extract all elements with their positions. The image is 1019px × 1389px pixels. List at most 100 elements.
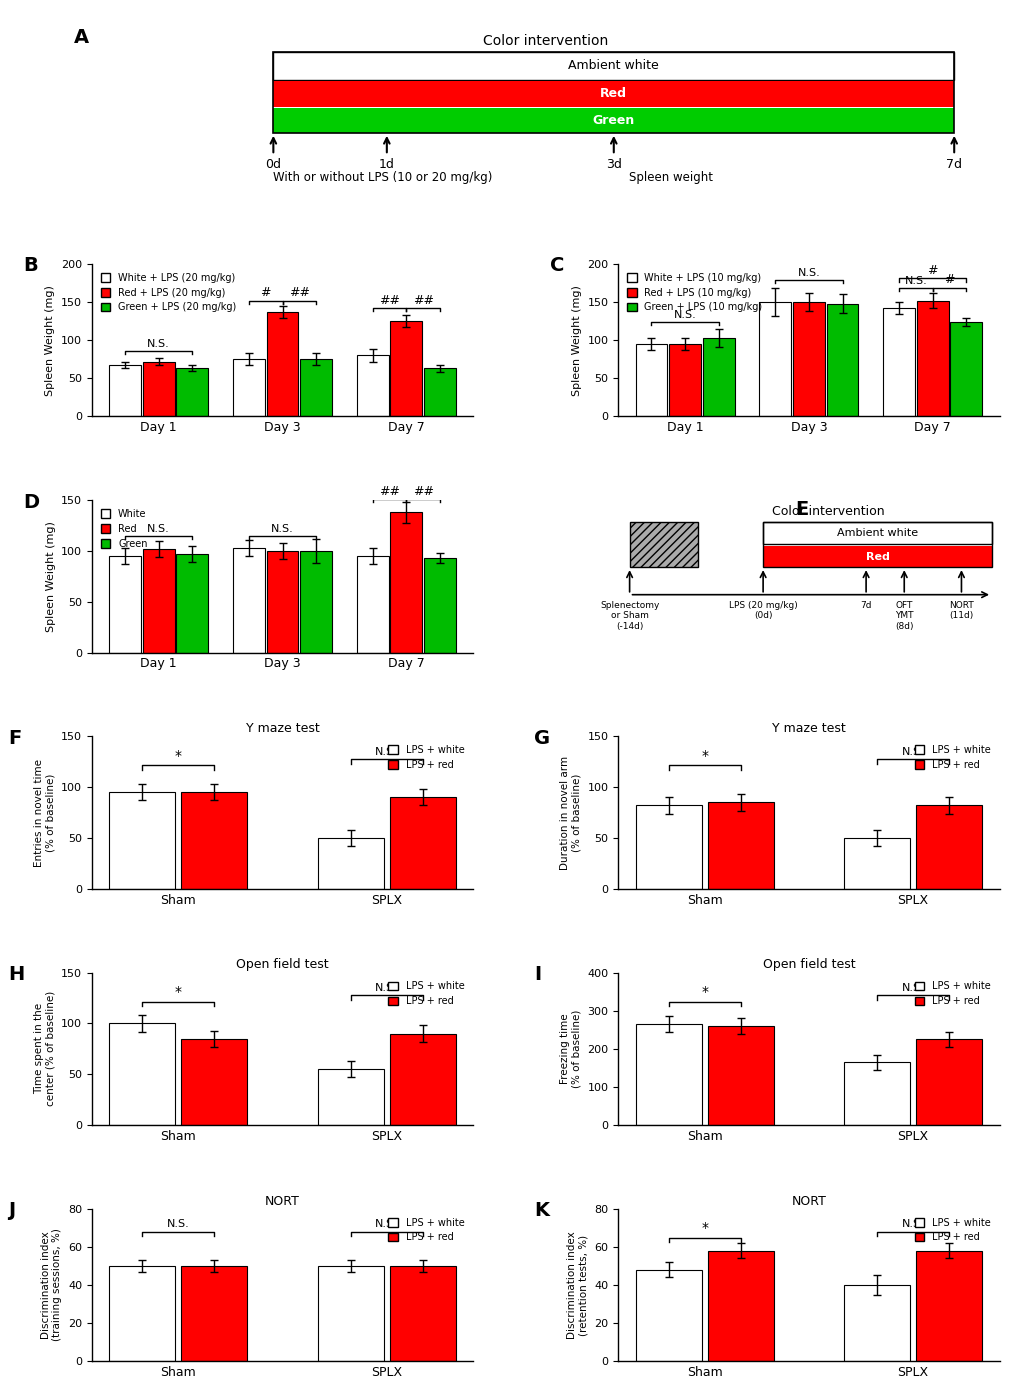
Text: Spleen weight: Spleen weight <box>628 171 712 183</box>
Bar <box>702 338 734 417</box>
Text: ##: ## <box>379 293 399 307</box>
Text: N.S.: N.S. <box>167 1220 190 1229</box>
Bar <box>843 1063 909 1125</box>
Bar <box>109 1265 175 1361</box>
Bar <box>109 792 175 889</box>
Legend: LPS + white, LPS + red: LPS + white, LPS + red <box>384 742 468 774</box>
Bar <box>143 549 174 653</box>
Bar <box>273 53 954 79</box>
Bar <box>707 803 773 889</box>
Text: NORT
(11d): NORT (11d) <box>948 601 973 619</box>
Bar <box>950 322 981 417</box>
Text: A: A <box>73 28 89 47</box>
Title: Open field test: Open field test <box>762 958 854 971</box>
Text: #: # <box>260 286 271 299</box>
Legend: LPS + white, LPS + red: LPS + white, LPS + red <box>384 1214 468 1246</box>
Text: E: E <box>795 500 808 519</box>
Text: I: I <box>534 965 541 983</box>
Text: With or without LPS (10 or 20 mg/kg): With or without LPS (10 or 20 mg/kg) <box>273 171 492 183</box>
Text: *: * <box>700 985 707 999</box>
Bar <box>176 554 208 653</box>
Bar <box>232 360 265 417</box>
Text: 7d: 7d <box>946 158 961 171</box>
Text: J: J <box>8 1201 15 1220</box>
Bar <box>635 1024 701 1125</box>
Legend: White + LPS (10 mg/kg), Red + LPS (10 mg/kg), Green + LPS (10 mg/kg): White + LPS (10 mg/kg), Red + LPS (10 mg… <box>623 269 765 317</box>
Bar <box>317 1070 383 1125</box>
Y-axis label: Discrimination index
(retention tests, %): Discrimination index (retention tests, %… <box>567 1231 588 1339</box>
Text: N.S.: N.S. <box>901 1220 923 1229</box>
Text: Ambient white: Ambient white <box>837 528 917 538</box>
Text: Red: Red <box>865 551 889 561</box>
Bar <box>317 1265 383 1361</box>
Legend: LPS + white, LPS + red: LPS + white, LPS + red <box>910 742 994 774</box>
Text: N.S.: N.S. <box>147 339 170 349</box>
Y-axis label: Duration in novel arm
(% of baseline): Duration in novel arm (% of baseline) <box>559 756 581 870</box>
Bar <box>109 364 141 417</box>
Text: ##: ## <box>379 485 399 497</box>
Bar <box>390 513 422 653</box>
Text: *: * <box>174 985 181 999</box>
Bar <box>273 53 954 133</box>
Bar <box>389 797 455 889</box>
Title: NORT: NORT <box>791 1195 825 1207</box>
Text: N.S.: N.S. <box>901 983 923 993</box>
Bar <box>882 308 914 417</box>
Bar <box>300 551 332 653</box>
Y-axis label: Discrimination index
(training sessions, %): Discrimination index (training sessions,… <box>41 1229 62 1342</box>
Bar <box>843 838 909 889</box>
Text: LPS (20 mg/kg)
(0d): LPS (20 mg/kg) (0d) <box>728 601 797 619</box>
Y-axis label: Spleen Weight (mg): Spleen Weight (mg) <box>46 521 55 632</box>
Text: Red: Red <box>600 88 627 100</box>
Text: *: * <box>174 749 181 763</box>
Legend: LPS + white, LPS + red: LPS + white, LPS + red <box>910 978 994 1010</box>
Bar <box>762 521 991 544</box>
Text: 7d: 7d <box>859 601 871 610</box>
Text: #: # <box>944 274 954 286</box>
Legend: LPS + white, LPS + red: LPS + white, LPS + red <box>910 1214 994 1246</box>
Bar <box>707 1026 773 1125</box>
Bar <box>232 547 265 653</box>
Y-axis label: Spleen Weight (mg): Spleen Weight (mg) <box>46 285 55 396</box>
Text: N.S.: N.S. <box>797 268 819 278</box>
Bar <box>424 368 455 417</box>
Legend: White, Red, Green: White, Red, Green <box>97 506 151 553</box>
Bar <box>300 360 332 417</box>
Title: Y maze test: Y maze test <box>246 722 319 735</box>
Title: NORT: NORT <box>265 1195 300 1207</box>
Y-axis label: Time spent in the
center (% of baseline): Time spent in the center (% of baseline) <box>34 992 55 1107</box>
Bar <box>915 806 981 889</box>
Bar <box>825 304 858 417</box>
Bar <box>357 356 388 417</box>
Bar <box>317 838 383 889</box>
Text: N.S.: N.S. <box>271 524 293 535</box>
Bar <box>389 1265 455 1361</box>
Legend: White + LPS (20 mg/kg), Red + LPS (20 mg/kg), Green + LPS (20 mg/kg): White + LPS (20 mg/kg), Red + LPS (20 mg… <box>97 269 239 317</box>
Bar <box>915 1039 981 1125</box>
Text: ##: ## <box>413 293 433 307</box>
Text: Color intervention: Color intervention <box>771 504 883 518</box>
Y-axis label: Spleen Weight (mg): Spleen Weight (mg) <box>572 285 581 396</box>
Bar <box>635 1270 701 1361</box>
Bar <box>176 368 208 417</box>
Bar <box>792 301 824 417</box>
Text: 1d: 1d <box>378 158 394 171</box>
Text: 0d: 0d <box>265 158 281 171</box>
Y-axis label: Freezing time
(% of baseline): Freezing time (% of baseline) <box>559 1010 581 1088</box>
Y-axis label: Entries in novel time
(% of baseline): Entries in novel time (% of baseline) <box>34 758 55 867</box>
Text: Color intervention: Color intervention <box>483 33 607 47</box>
Bar <box>843 1285 909 1361</box>
Bar <box>915 1250 981 1361</box>
Text: B: B <box>23 257 38 275</box>
Bar <box>390 321 422 417</box>
Bar <box>635 806 701 889</box>
Title: Open field test: Open field test <box>236 958 328 971</box>
Text: ##: ## <box>288 286 310 299</box>
Text: *: * <box>700 749 707 763</box>
Legend: LPS + white, LPS + red: LPS + white, LPS + red <box>384 978 468 1010</box>
Bar <box>758 301 791 417</box>
Text: C: C <box>549 257 564 275</box>
Text: D: D <box>23 493 39 511</box>
Bar <box>109 1024 175 1125</box>
Bar <box>668 344 700 417</box>
